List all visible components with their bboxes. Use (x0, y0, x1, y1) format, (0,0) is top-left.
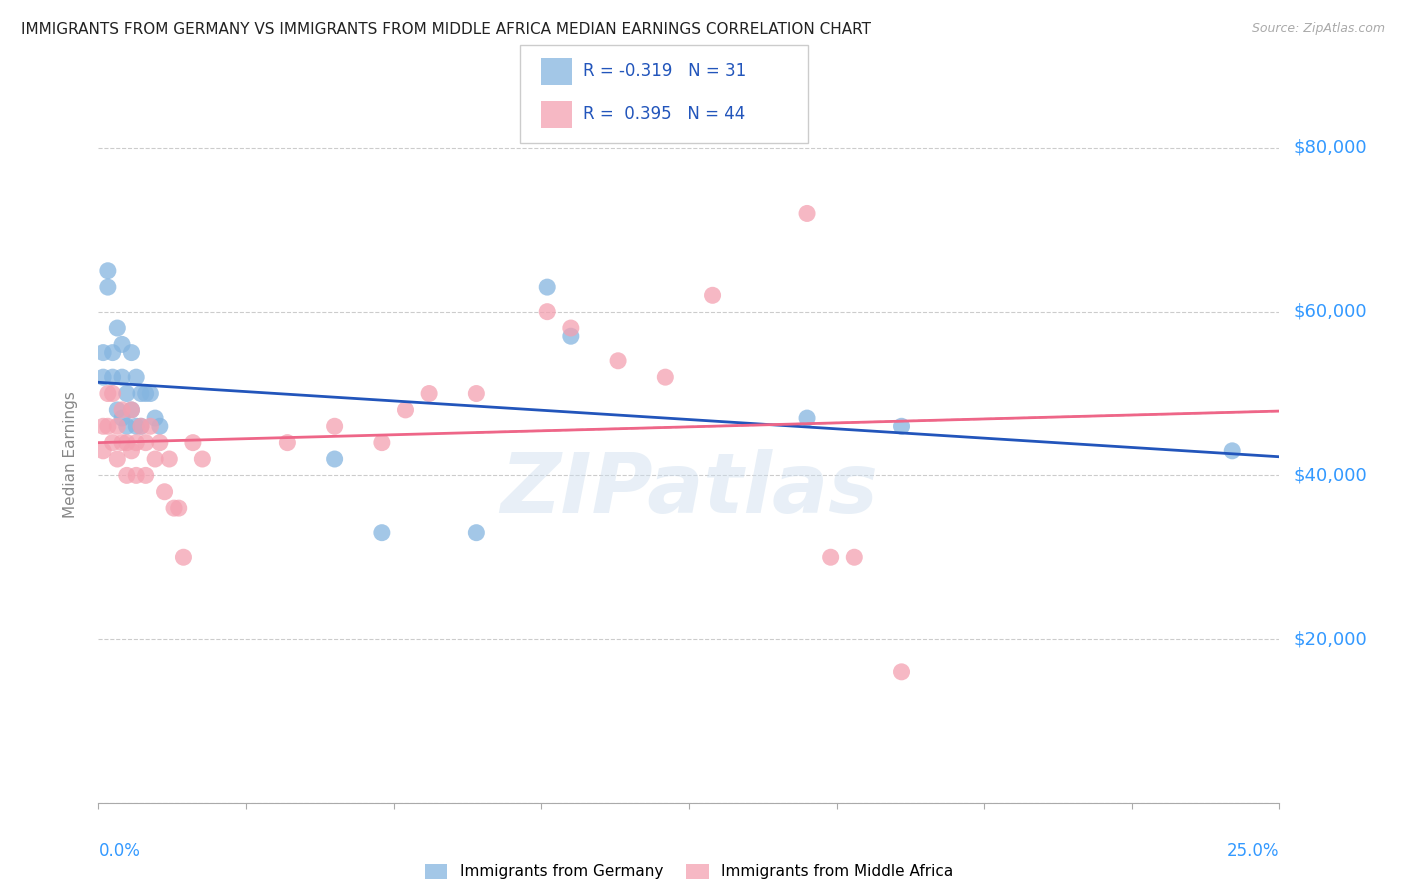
Point (135, 386, 157, 401)
Y-axis label: Median Earnings: Median Earnings (63, 392, 77, 518)
Point (111, 337, 134, 351)
Point (560, 321, 582, 335)
Text: Source: ZipAtlas.com: Source: ZipAtlas.com (1251, 22, 1385, 36)
Point (143, 452, 166, 467)
Point (111, 403, 134, 417)
Text: $40,000: $40,000 (1294, 467, 1367, 484)
Point (844, 550, 866, 565)
Point (125, 370, 148, 384)
Point (820, 550, 842, 565)
Point (121, 403, 143, 417)
Text: ZIPatlas: ZIPatlas (501, 450, 877, 530)
Point (91, 345, 114, 359)
Point (101, 386, 124, 401)
Point (125, 468, 148, 483)
Point (371, 525, 394, 540)
Point (115, 435, 138, 450)
Point (371, 435, 394, 450)
Point (105, 321, 128, 335)
Point (418, 386, 440, 401)
Point (465, 386, 488, 401)
Point (536, 304, 558, 318)
Point (105, 419, 128, 434)
Point (101, 435, 124, 450)
Point (91, 370, 114, 384)
Point (115, 419, 138, 434)
Point (167, 501, 190, 516)
Point (139, 419, 162, 434)
Point (191, 452, 214, 467)
Point (97, 419, 120, 434)
Text: IMMIGRANTS FROM GERMANY VS IMMIGRANTS FROM MIDDLE AFRICA MEDIAN EARNINGS CORRELA: IMMIGRANTS FROM GERMANY VS IMMIGRANTS FR… (21, 22, 872, 37)
Point (101, 345, 124, 359)
Point (143, 411, 166, 425)
Point (153, 484, 176, 499)
Text: 25.0%: 25.0% (1227, 842, 1279, 860)
Point (105, 403, 128, 417)
Point (796, 206, 818, 220)
Point (105, 452, 128, 467)
Point (121, 443, 143, 458)
Text: R =  0.395   N = 44: R = 0.395 N = 44 (583, 105, 745, 123)
Text: R = -0.319   N = 31: R = -0.319 N = 31 (583, 62, 747, 80)
Point (654, 370, 676, 384)
Text: 0.0%: 0.0% (98, 842, 141, 860)
Point (91, 443, 114, 458)
Point (276, 435, 298, 450)
Point (125, 435, 148, 450)
Point (111, 370, 134, 384)
Point (890, 419, 912, 434)
Point (97, 264, 120, 278)
Text: $60,000: $60,000 (1294, 302, 1367, 321)
Text: $20,000: $20,000 (1294, 630, 1367, 648)
Point (115, 386, 138, 401)
Point (111, 435, 134, 450)
Point (97, 386, 120, 401)
Text: $80,000: $80,000 (1294, 139, 1367, 157)
Point (702, 288, 724, 302)
Point (163, 501, 186, 516)
Point (157, 452, 180, 467)
Point (149, 419, 172, 434)
Point (465, 525, 488, 540)
Point (890, 665, 912, 679)
Point (101, 370, 124, 384)
Point (135, 435, 157, 450)
Point (149, 435, 172, 450)
Point (91, 419, 114, 434)
Point (536, 280, 558, 294)
Point (181, 435, 204, 450)
Point (129, 419, 152, 434)
Point (115, 468, 138, 483)
Point (394, 403, 416, 417)
Point (125, 419, 148, 434)
Point (121, 345, 143, 359)
Point (135, 468, 157, 483)
Point (121, 403, 143, 417)
Point (323, 419, 346, 434)
Legend: Immigrants from Germany, Immigrants from Middle Africa: Immigrants from Germany, Immigrants from… (419, 857, 959, 886)
Point (323, 452, 346, 467)
Point (1220, 443, 1243, 458)
Point (97, 280, 120, 294)
Point (129, 386, 152, 401)
Point (129, 419, 152, 434)
Point (111, 411, 134, 425)
Point (796, 411, 818, 425)
Point (560, 329, 582, 343)
Point (172, 550, 194, 565)
Point (139, 386, 162, 401)
Point (607, 353, 630, 368)
